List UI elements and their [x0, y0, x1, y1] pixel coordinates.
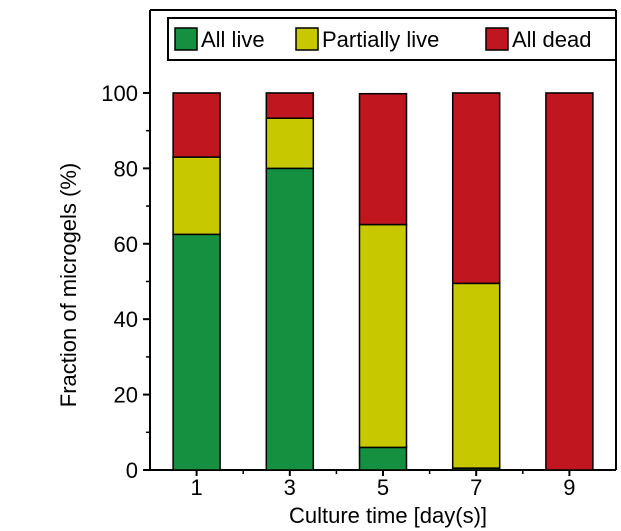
y-tick-label: 100 [101, 81, 138, 106]
y-tick-label: 20 [114, 383, 138, 408]
y-tick-label: 0 [126, 458, 138, 483]
x-ticks-group: 1 3 5 7 9 [190, 470, 576, 500]
y-tick-label: 40 [114, 307, 138, 332]
plot-frame [149, 9, 617, 471]
bar-segment-partially-live-day-5 [358, 223, 408, 449]
bar-segment-all-dead-day-3 [265, 92, 315, 119]
bar-segment-partially-live-day-7 [451, 282, 501, 469]
bar-segment-partially-live-day-1 [172, 156, 221, 236]
bar-segment-all-live-day-5 [358, 446, 408, 471]
bar-segment-all-live-day-3 [265, 167, 315, 471]
bar-segment-all-dead-day-1 [172, 92, 221, 158]
bar-segment-partially-live-day-3 [265, 117, 315, 170]
legend: All live Partially live All dead [167, 17, 617, 61]
y-tick-label: 60 [114, 232, 138, 257]
bar-segment-all-dead-day-9 [545, 92, 594, 471]
bars-group [172, 92, 594, 471]
y-tick-label: 80 [114, 156, 138, 181]
x-tick-label: 3 [284, 475, 296, 500]
x-tick-label: 1 [190, 475, 202, 500]
y-ticks-group: 0 20 40 60 80 100 [101, 81, 150, 483]
bar-segment-all-dead-day-5 [358, 92, 408, 226]
legend-label-all-dead: All dead [512, 27, 592, 52]
legend-swatch-partially-live [295, 27, 319, 51]
x-axis-title: Culture time [day(s)] [289, 503, 487, 528]
legend-box [167, 17, 617, 61]
legend-swatch-all-dead [485, 27, 509, 51]
legend-items: All live Partially live All dead [174, 27, 592, 52]
x-tick-label: 9 [563, 475, 575, 500]
y-axis-title: Fraction of microgels (%) [56, 163, 81, 408]
x-tick-label: 7 [470, 475, 482, 500]
legend-label-all-live: All live [201, 27, 265, 52]
legend-swatch-all-live [174, 27, 198, 51]
bar-segment-all-dead-day-7 [451, 92, 501, 285]
x-tick-label: 5 [377, 475, 389, 500]
legend-label-partially-live: Partially live [322, 27, 439, 52]
bar-segment-all-live-day-1 [172, 233, 221, 471]
